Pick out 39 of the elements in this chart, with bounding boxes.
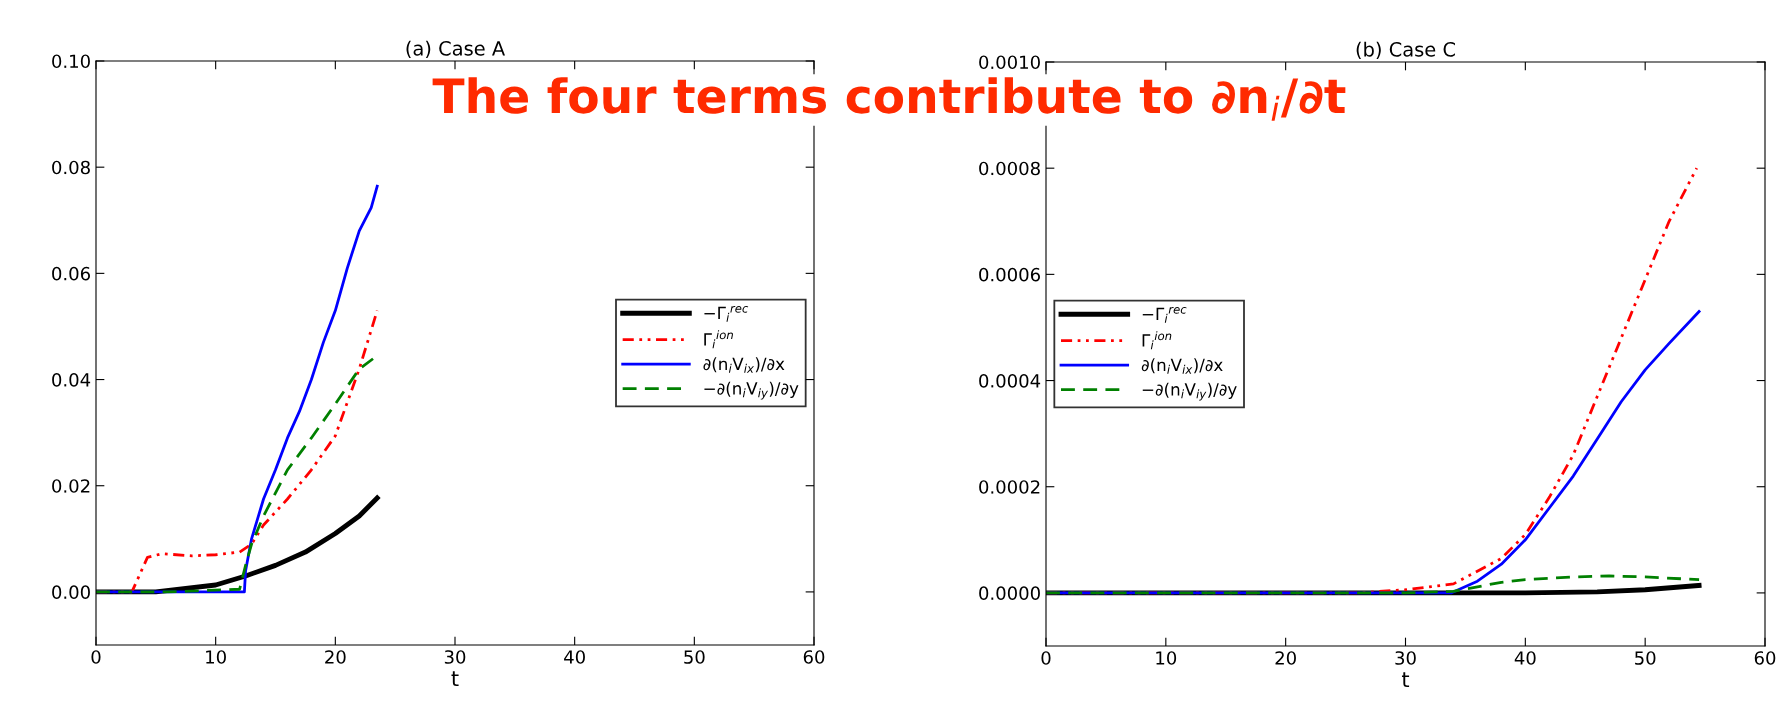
legend-label: −∂(n$_{i}$V$_{iy}$)/∂y — [1142, 382, 1237, 401]
y-tick-label: 0.08 — [52, 160, 90, 175]
annotation: The four terms contribute to ∂n$_{i}$/∂t — [432, 77, 1346, 121]
chart-title: (b) Case C — [1356, 41, 1455, 60]
y-tick-label: 0.0010 — [979, 55, 1040, 70]
x-tick-label: 60 — [1754, 651, 1776, 665]
y-tick-label: 0.10 — [52, 54, 90, 69]
x-tick-label: 0 — [91, 650, 101, 664]
x-axis-title: t — [451, 671, 459, 686]
legend-label: Γ$_{i}$$^{ion}$ — [704, 330, 733, 349]
x-tick-label: 20 — [325, 650, 346, 664]
x-tick-label: 0 — [1041, 651, 1051, 665]
y-tick-label: 0.02 — [52, 479, 90, 493]
legend-label: −∂(n$_{i}$V$_{iy}$)/∂y — [704, 381, 799, 400]
y-tick-label: 0.04 — [52, 373, 91, 387]
y-tick-label: 0.0002 — [979, 480, 1040, 494]
chart-title: (a) Case A — [406, 40, 506, 59]
x-tick-label: 60 — [803, 650, 825, 664]
x-tick-label: 50 — [684, 650, 705, 664]
y-tick-label: 0.0006 — [979, 267, 1040, 282]
x-axis-title: t — [1401, 672, 1410, 687]
x-tick-label: 40 — [1514, 651, 1536, 665]
legend-label: −Γ$_{i}$$^{rec}$ — [1142, 307, 1187, 323]
y-tick-label: 0.00 — [52, 585, 90, 600]
legend-label: ∂(n$_{i}$V$_{ix}$)/∂x — [703, 357, 785, 373]
x-tick-label: 30 — [1395, 651, 1416, 665]
x-tick-label: 20 — [1275, 651, 1296, 665]
legend-label: ∂(n$_{i}$V$_{ix}$)/∂x — [1141, 358, 1223, 374]
x-tick-label: 50 — [1635, 651, 1656, 665]
y-tick-label: 0.0008 — [979, 161, 1040, 176]
y-tick-label: 0.06 — [52, 266, 90, 281]
x-tick-label: 10 — [206, 650, 226, 664]
legend-label: −Γ$_{i}$$^{rec}$ — [704, 306, 749, 322]
y-tick-label: 0.0000 — [979, 586, 1040, 601]
y-tick-label: 0.0004 — [979, 374, 1041, 388]
legend-label: Γ$_{i}$$^{ion}$ — [1142, 331, 1172, 350]
x-tick-label: 40 — [564, 650, 585, 664]
x-tick-label: 30 — [444, 650, 466, 664]
x-tick-label: 10 — [1156, 651, 1177, 665]
